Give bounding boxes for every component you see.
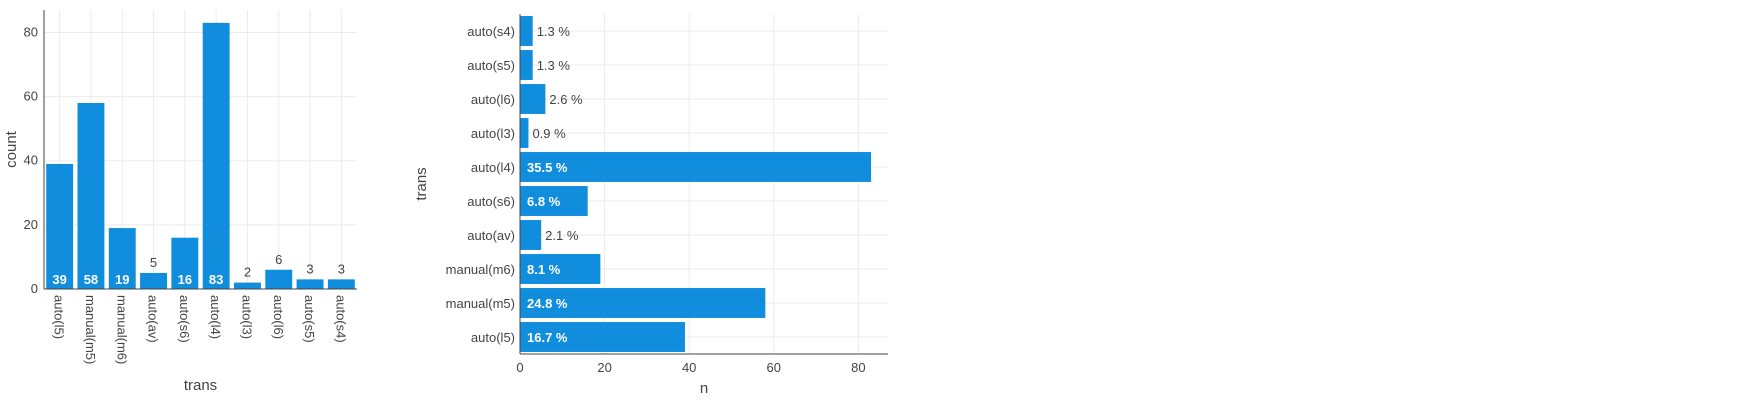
y-tick-label: auto(l5) <box>471 330 515 345</box>
bar-data-label: 0.9 % <box>532 126 566 141</box>
y-tick-label: auto(l6) <box>471 92 515 107</box>
y-tick-label: auto(s5) <box>467 58 515 73</box>
x-tick-label: manual(m5) <box>83 295 98 364</box>
bar <box>520 16 533 46</box>
y-tick-label: manual(m5) <box>446 296 515 311</box>
y-axis-title: trans <box>413 167 430 200</box>
bar-data-label: 6 <box>275 252 282 267</box>
bar <box>140 272 168 289</box>
bar <box>520 50 533 80</box>
x-tick-label: 0 <box>516 360 523 375</box>
y-tick-label: 0 <box>31 281 38 296</box>
bar-data-label: 2.1 % <box>545 228 579 243</box>
bar-data-label: 16.7 % <box>527 330 568 345</box>
bar <box>520 84 546 114</box>
y-tick-label: 60 <box>24 89 38 104</box>
y-tick-label: auto(s6) <box>467 194 515 209</box>
y-tick-label: auto(av) <box>467 228 515 243</box>
x-tick-label: manual(m6) <box>114 295 129 364</box>
bar <box>108 228 136 289</box>
x-tick-label: 40 <box>682 360 696 375</box>
bar-data-label: 58 <box>84 272 98 287</box>
bar-data-label: 6.8 % <box>527 194 561 209</box>
y-tick-label: manual(m6) <box>446 262 515 277</box>
bar-data-label: 16 <box>178 272 192 287</box>
bar <box>520 118 529 148</box>
x-tick-label: 20 <box>597 360 611 375</box>
x-tick-label: 80 <box>851 360 865 375</box>
bar-data-label: 19 <box>115 272 129 287</box>
bar <box>520 152 872 182</box>
bar-data-label: 83 <box>209 272 223 287</box>
x-tick-label: auto(av) <box>146 295 161 343</box>
y-tick-label: 80 <box>24 24 38 39</box>
x-tick-label: auto(l4) <box>208 295 223 339</box>
bar-data-label: 1.3 % <box>537 58 571 73</box>
bar <box>265 269 293 289</box>
bar-data-label: 3 <box>338 261 345 276</box>
bar <box>520 220 542 250</box>
x-axis-title: n <box>700 380 708 397</box>
bar <box>202 22 230 290</box>
x-tick-label: auto(s5) <box>302 295 317 343</box>
bar-data-label: 5 <box>150 255 157 270</box>
x-tick-label: 60 <box>767 360 781 375</box>
bar <box>520 186 588 216</box>
bar <box>77 103 105 289</box>
bar-data-label: 2 <box>244 265 251 280</box>
x-tick-label: auto(l5) <box>52 295 67 339</box>
bar-data-label: 1.3 % <box>537 24 571 39</box>
y-tick-label: 20 <box>24 217 38 232</box>
bar <box>296 279 324 289</box>
y-tick-label: auto(l3) <box>471 126 515 141</box>
bar <box>327 279 355 289</box>
x-axis-title: trans <box>184 377 217 394</box>
bar-data-label: 2.6 % <box>549 92 583 107</box>
bar-data-label: 3 <box>306 261 313 276</box>
bar <box>46 163 74 289</box>
bar <box>520 288 766 318</box>
bar-data-label: 8.1 % <box>527 262 561 277</box>
bar-data-label: 39 <box>52 272 66 287</box>
y-axis-title: count <box>3 130 20 168</box>
x-tick-label: auto(l3) <box>239 295 254 339</box>
bar-data-label: 24.8 % <box>527 296 568 311</box>
x-tick-label: auto(l6) <box>271 295 286 339</box>
bar <box>233 282 261 289</box>
bar <box>171 237 199 289</box>
bar <box>520 254 601 284</box>
count-by-trans-bar-chart: 39 58 19 5 16 83 2 6 3 3 0 20 40 60 80 auto(l5) manual(m… <box>3 10 357 394</box>
bar-data-label: 35.5 % <box>527 160 568 175</box>
y-tick-label: auto(s4) <box>467 24 515 39</box>
y-tick-label: auto(l4) <box>471 160 515 175</box>
x-tick-label: auto(s6) <box>177 295 192 343</box>
n-by-trans-horizontal-bar-chart: 1.3 % 1.3 % 2.6 % 0.9 % 35.5 % 6.8 % 2.1 % 8.1 … <box>413 14 888 397</box>
x-tick-label: auto(s4) <box>333 295 348 343</box>
y-tick-label: 40 <box>24 153 38 168</box>
bar <box>520 322 685 352</box>
